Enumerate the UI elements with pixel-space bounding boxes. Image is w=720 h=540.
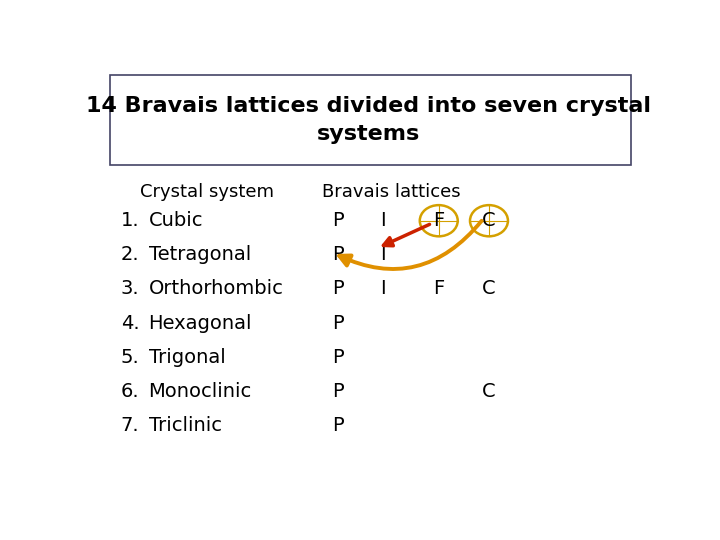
Text: 5.: 5. — [121, 348, 140, 367]
Text: P: P — [333, 348, 344, 367]
Text: I: I — [380, 211, 386, 230]
Text: Orthorhombic: Orthorhombic — [148, 279, 284, 299]
Text: 6.: 6. — [121, 382, 139, 401]
Text: C: C — [482, 382, 496, 401]
Text: F: F — [433, 279, 444, 299]
Text: I: I — [380, 279, 386, 299]
Text: Tetragonal: Tetragonal — [148, 245, 251, 264]
Text: 14 Bravais lattices divided into seven crystal
systems: 14 Bravais lattices divided into seven c… — [86, 96, 652, 144]
Text: F: F — [433, 211, 444, 230]
FancyBboxPatch shape — [109, 75, 631, 165]
Text: I: I — [380, 245, 386, 264]
Text: Monoclinic: Monoclinic — [148, 382, 252, 401]
Text: Hexagonal: Hexagonal — [148, 314, 252, 333]
Text: P: P — [333, 416, 344, 435]
Text: Trigonal: Trigonal — [148, 348, 225, 367]
Text: P: P — [333, 245, 344, 264]
Text: C: C — [482, 279, 496, 299]
Text: P: P — [333, 279, 344, 299]
Text: 1.: 1. — [121, 211, 139, 230]
Text: 3.: 3. — [121, 279, 139, 299]
Text: Crystal system: Crystal system — [140, 183, 274, 201]
Text: P: P — [333, 314, 344, 333]
Text: Cubic: Cubic — [148, 211, 203, 230]
Text: 2.: 2. — [121, 245, 139, 264]
Text: 7.: 7. — [121, 416, 139, 435]
Text: Triclinic: Triclinic — [148, 416, 222, 435]
Text: P: P — [333, 382, 344, 401]
Text: 4.: 4. — [121, 314, 139, 333]
Text: P: P — [333, 211, 344, 230]
Text: Bravais lattices: Bravais lattices — [322, 183, 460, 201]
Text: C: C — [482, 211, 496, 230]
